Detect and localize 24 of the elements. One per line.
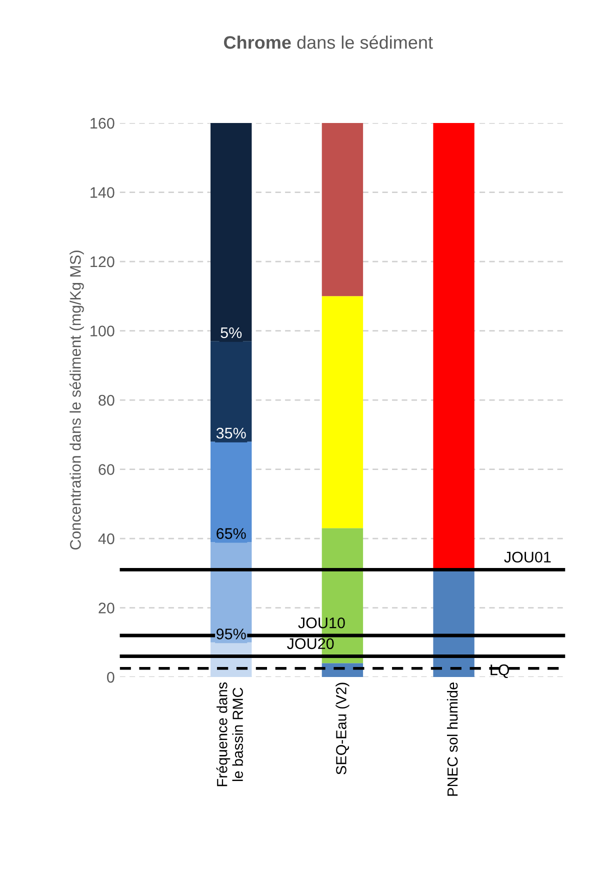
annotation: 35% (216, 428, 246, 439)
chart-title: Chrome dans le sédiment (224, 35, 433, 49)
annotation: 65% (216, 528, 246, 539)
x-tick-label: Fréquence dans le bassin RMC (216, 682, 243, 786)
y-tick-label: 140 (90, 187, 114, 198)
bar (322, 123, 364, 296)
y-tick-label: 160 (90, 118, 114, 129)
y-tick-label: 40 (98, 533, 114, 544)
y-tick-label: 80 (98, 394, 114, 406)
x-tick-label: SEQ-Eau (V2) (336, 682, 350, 774)
y-tick-label: 120 (90, 256, 114, 268)
x-tick-label: PNEC sol humide (446, 682, 458, 796)
annotation: 5% (220, 327, 242, 338)
y-axis-title: Concentration dans le sédiment (mg/Kg MS) (69, 250, 84, 550)
bar (433, 123, 474, 570)
bar (433, 570, 474, 678)
annotation: 95% (216, 628, 246, 640)
ref-line-label: JOU01 (504, 552, 551, 563)
y-tick-label: 20 (98, 602, 114, 614)
y-tick-label: 0 (107, 672, 114, 683)
bar (322, 296, 364, 528)
y-tick-label: 60 (98, 464, 114, 475)
y-tick-label: 100 (90, 326, 114, 336)
bar (210, 123, 252, 342)
